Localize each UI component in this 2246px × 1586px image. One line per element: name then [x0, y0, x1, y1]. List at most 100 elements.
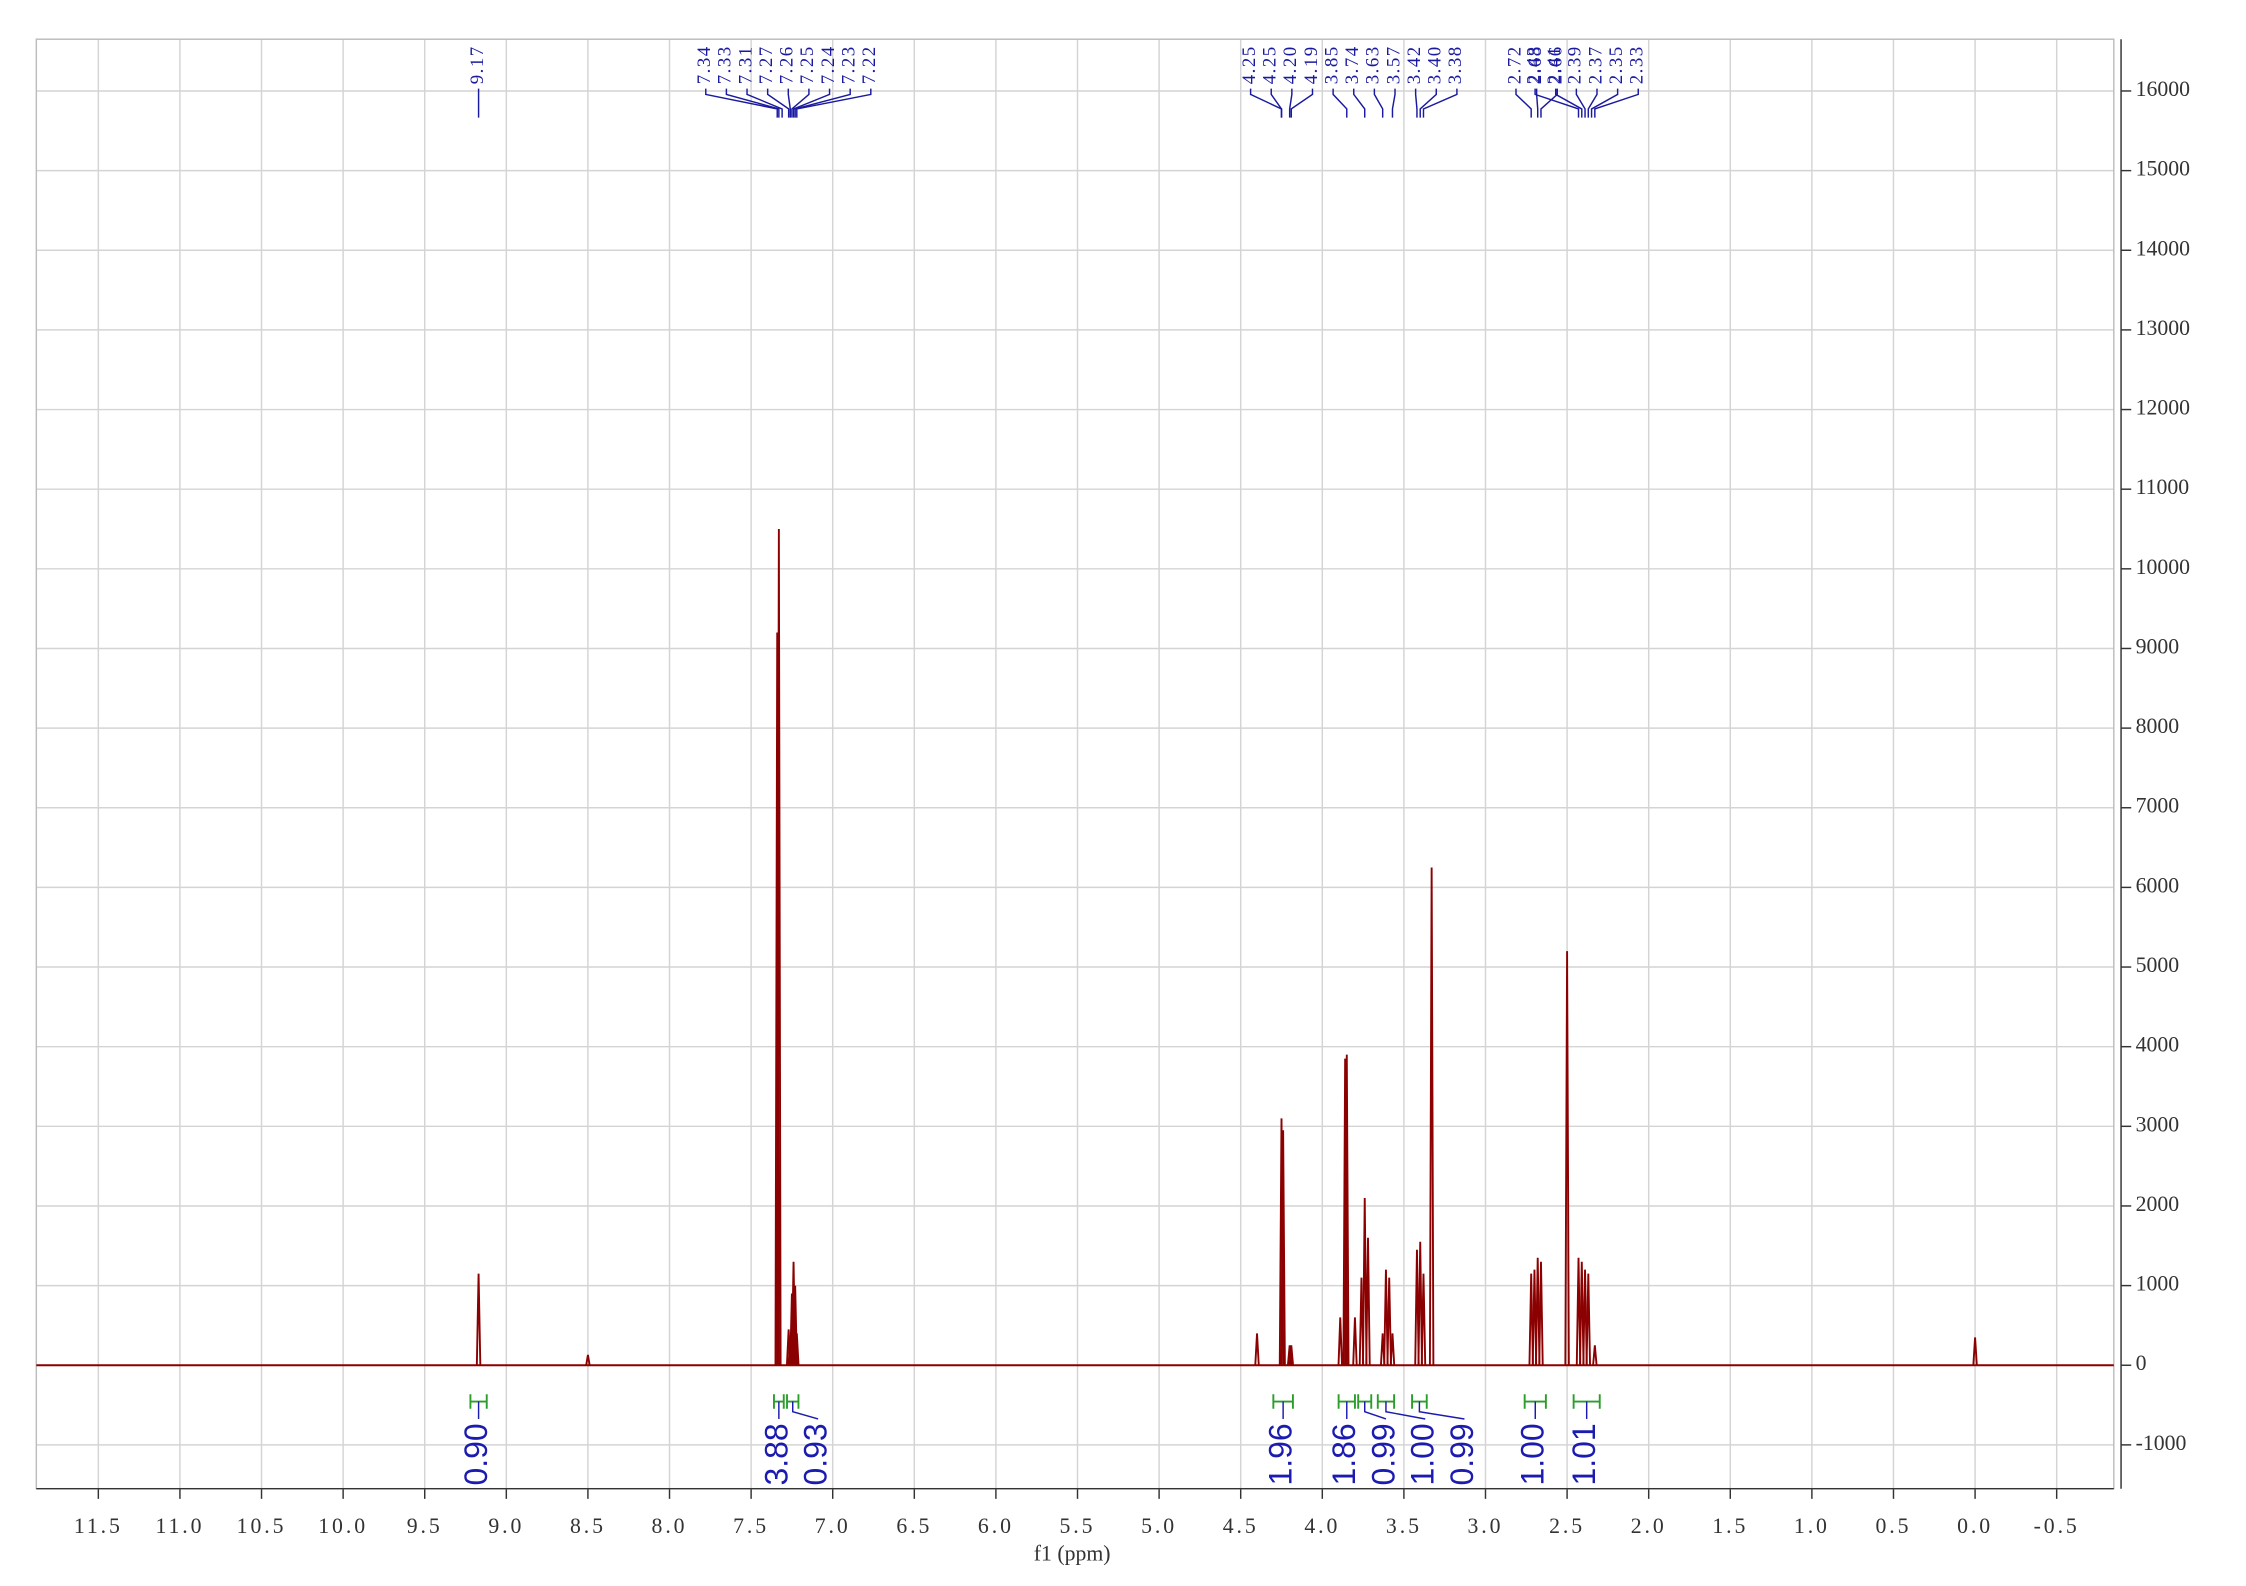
peak-label-connector — [1288, 88, 1293, 118]
x-tick-label: 8.5 — [570, 1514, 606, 1538]
peak — [1337, 1317, 1343, 1366]
peak-label: 4.25 — [1260, 45, 1281, 84]
peak — [1344, 1054, 1350, 1366]
peak — [1538, 1261, 1544, 1366]
peak-label-connector — [1587, 88, 1598, 118]
peak-label-connector — [1515, 88, 1532, 118]
peak-label-connector — [1270, 88, 1283, 118]
peak — [794, 1333, 800, 1366]
peak-label-connector — [787, 88, 792, 118]
peak-label-connector — [725, 88, 780, 118]
peak-label-connector — [1575, 88, 1586, 118]
peak-label: 3.42 — [1404, 45, 1425, 84]
x-tick-label: 9.5 — [407, 1514, 443, 1538]
peak-label-connector — [1594, 88, 1639, 118]
peak-label: 7.24 — [818, 45, 839, 84]
peak-label-connector — [1422, 88, 1458, 118]
y-tick-label: 9000 — [2136, 634, 2180, 658]
peak-label-connector — [791, 88, 810, 118]
peak-label: 2.39 — [1565, 45, 1586, 84]
integral-label: 1.96 — [1263, 1423, 1299, 1485]
y-tick-label: 7000 — [2136, 794, 2180, 818]
peak-label-connector — [1419, 88, 1437, 118]
peak-label-connector — [766, 88, 790, 118]
x-tick-label: -0.5 — [2034, 1514, 2080, 1538]
peak-label: 7.27 — [756, 45, 777, 84]
x-tick-label: 1.0 — [1794, 1514, 1830, 1538]
x-tick-label: 11.5 — [74, 1514, 123, 1538]
y-tick-label: 13000 — [2136, 316, 2191, 340]
peak — [1352, 1317, 1358, 1366]
y-tick-label: 1000 — [2136, 1272, 2180, 1296]
peak-label: 7.31 — [735, 45, 756, 84]
x-tick-label: 4.5 — [1223, 1514, 1259, 1538]
x-tick-label: 6.5 — [896, 1514, 932, 1538]
x-tick-label: 2.5 — [1549, 1514, 1585, 1538]
integral-connector — [1364, 1401, 1387, 1420]
peak — [475, 1273, 482, 1366]
x-tick-label: 10.5 — [237, 1514, 287, 1538]
peak-label: 2.33 — [1627, 45, 1648, 84]
y-tick-label: 4000 — [2136, 1033, 2180, 1057]
peak-label: 7.34 — [694, 45, 715, 84]
peak-label-connector — [746, 88, 783, 118]
x-tick-label: 8.0 — [652, 1514, 688, 1538]
peak-label-connector — [1414, 88, 1418, 118]
y-tick-label: 5000 — [2136, 953, 2180, 977]
peak-label: 4.19 — [1301, 45, 1322, 84]
peak-label-connector — [1332, 88, 1348, 118]
peak-label-connector — [1535, 88, 1539, 118]
peak — [1585, 1273, 1591, 1366]
y-tick-label: 3000 — [2136, 1112, 2180, 1136]
peak-label-connector — [792, 88, 831, 118]
y-tick-label: 12000 — [2136, 396, 2191, 420]
peak-label: 3.40 — [1425, 45, 1446, 84]
peak-label: 3.63 — [1363, 45, 1384, 84]
peak — [1280, 1130, 1286, 1366]
peak-label: 3.85 — [1321, 45, 1342, 84]
x-tick-label: 5.0 — [1141, 1514, 1177, 1538]
x-tick-label: 3.5 — [1386, 1514, 1422, 1538]
y-tick-label: -1000 — [2136, 1431, 2187, 1455]
integral-connector — [1418, 1401, 1465, 1420]
x-tick-label: 3.0 — [1468, 1514, 1504, 1538]
peak — [1383, 1269, 1389, 1366]
integral-connector — [1385, 1401, 1426, 1420]
peak-label: 2.41 — [1544, 45, 1565, 84]
peak — [1535, 1257, 1541, 1366]
y-tick-label: 0 — [2136, 1351, 2147, 1375]
peak-label: 9.17 — [467, 45, 488, 84]
peak — [1288, 1345, 1294, 1366]
y-tick-label: 2000 — [2136, 1192, 2180, 1216]
x-tick-label: 6.0 — [978, 1514, 1014, 1538]
y-tick-label: 15000 — [2136, 157, 2191, 181]
peak-label: 3.57 — [1383, 45, 1404, 84]
x-tick-label: 10.0 — [318, 1514, 368, 1538]
x-tick-label: 0.5 — [1876, 1514, 1912, 1538]
peak-label: 4.25 — [1239, 45, 1260, 84]
integral-label: 0.99 — [1444, 1423, 1480, 1485]
integral-label: 1.00 — [1515, 1423, 1551, 1485]
peak — [776, 529, 782, 1366]
integral-connector — [792, 1401, 819, 1420]
y-tick-label: 6000 — [2136, 873, 2180, 897]
x-tick-label: 4.0 — [1304, 1514, 1340, 1538]
x-axis-label: f1 (ppm) — [1034, 1542, 1111, 1566]
x-tick-label: 11.0 — [155, 1514, 204, 1538]
peak-label: 4.20 — [1280, 45, 1301, 84]
peak — [1254, 1333, 1260, 1366]
peak-label: 2.68 — [1525, 45, 1546, 84]
peak-label-connector — [1353, 88, 1366, 118]
peak-label: 7.23 — [839, 45, 860, 84]
peak — [1417, 1241, 1423, 1366]
y-tick-label: 10000 — [2136, 555, 2191, 579]
peak — [1592, 1345, 1598, 1366]
integral-label: 0.99 — [1365, 1423, 1401, 1485]
peak — [1389, 1333, 1396, 1366]
peak-label: 7.22 — [859, 45, 880, 84]
x-tick-label: 2.0 — [1631, 1514, 1667, 1538]
peak — [1564, 951, 1570, 1366]
peak-label: 2.43 — [1523, 45, 1544, 84]
